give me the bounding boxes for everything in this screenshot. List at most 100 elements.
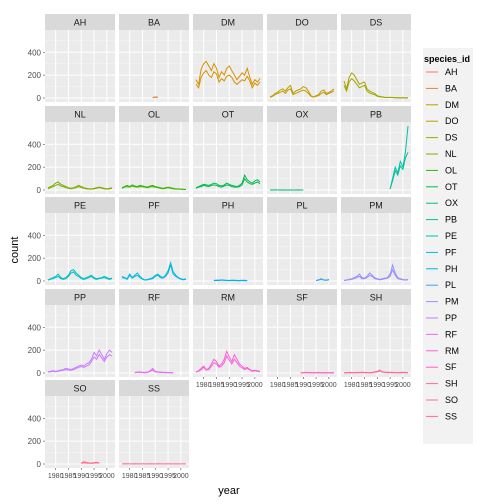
x-tick-label: 1980 xyxy=(344,382,360,389)
x-tick-label: 2000 xyxy=(173,473,189,480)
facet-strip-label: RF xyxy=(148,293,160,303)
series-line-ot-f xyxy=(195,173,261,189)
panel-background xyxy=(193,122,263,194)
facet-panels: AH 0 200 400 BA DM DO DS NL 0 200 400 OL OT OX PB PE 0 200… xyxy=(28,14,411,480)
facet-strip-label: PL xyxy=(296,201,307,211)
legend-item-rf: RF xyxy=(425,327,457,342)
x-tick-label: 1980 xyxy=(122,473,138,480)
y-axis-label: count xyxy=(9,237,21,264)
series-line-pe-m xyxy=(47,271,113,281)
facet-strip-label: PP xyxy=(74,293,86,303)
facet-panel-ah: AH 0 200 400 xyxy=(28,14,115,103)
legend-item-ds: DS xyxy=(425,130,458,145)
legend-label: BA xyxy=(445,83,457,93)
facet-panel-pl: PL xyxy=(267,197,337,285)
legend-item-pe: PE xyxy=(425,229,457,243)
legend-item-ph: PH xyxy=(425,261,458,276)
x-tick-label: 1985 xyxy=(135,473,151,480)
legend-title: species_id xyxy=(424,54,470,64)
facet-strip-label: SF xyxy=(296,293,308,303)
series-line-so-m xyxy=(81,462,100,464)
legend-item-do: DO xyxy=(425,114,459,129)
panel-background xyxy=(45,213,115,285)
facet-panel-do: DO xyxy=(267,14,337,102)
facet-strip xyxy=(119,197,189,213)
panel-background xyxy=(267,213,337,285)
series-line-ph-m xyxy=(213,279,248,282)
facet-strip xyxy=(341,106,411,122)
facet-strip-label: PH xyxy=(222,201,235,211)
legend-item-rm: RM xyxy=(425,343,459,358)
y-tick-label: 400 xyxy=(28,323,42,332)
facet-panel-pe: PE 0 200 400 xyxy=(28,197,115,286)
series-line-nl-m xyxy=(47,183,113,190)
series-line-pm-m xyxy=(343,268,409,282)
legend-label: PH xyxy=(445,264,458,274)
facet-strip-label: OL xyxy=(148,110,160,120)
x-tick-label: 1980 xyxy=(48,473,64,480)
legend-item-pl: PL xyxy=(425,278,456,293)
series-line-dm-f xyxy=(195,60,261,86)
facet-strip-label: SS xyxy=(148,384,160,394)
facet-strip-label: RM xyxy=(221,293,235,303)
series-line-ot-m xyxy=(195,177,261,189)
legend-items: AH BA DM DO DS NL OL OT OX PB PE PF PH PL PM PP RF RM SF SH… xyxy=(425,65,459,424)
facet-strip xyxy=(341,197,411,213)
series-line-rm-f xyxy=(195,349,261,373)
legend-label: OX xyxy=(445,198,458,208)
legend-item-pf: PF xyxy=(425,245,457,260)
facet-strip xyxy=(341,289,411,305)
x-tick-label: 1995 xyxy=(382,382,398,389)
panel-background xyxy=(45,305,115,377)
legend-item-ot: OT xyxy=(425,179,458,194)
facet-panel-pp: PP 0 200 400 xyxy=(28,289,115,378)
legend-item-pm: PM xyxy=(425,294,459,309)
series-line-rm-m xyxy=(195,354,261,373)
panel-background xyxy=(341,122,411,194)
legend-label: NL xyxy=(445,149,457,159)
x-tick-label: 1990 xyxy=(221,382,237,389)
facet-strip-label: DS xyxy=(370,18,383,28)
x-tick-label: 2000 xyxy=(321,382,337,389)
facet-strip-label: OX xyxy=(295,110,308,120)
x-tick-label: 1990 xyxy=(369,382,385,389)
y-tick-label: 0 xyxy=(37,277,42,286)
facet-strip xyxy=(119,14,189,30)
legend-item-nl: NL xyxy=(425,147,457,161)
panel-background xyxy=(119,396,189,468)
panel-background xyxy=(267,305,337,377)
series-line-pm-f xyxy=(343,263,409,281)
legend-item-ba: BA xyxy=(425,81,457,96)
panel-background xyxy=(119,305,189,377)
x-tick-label: 1990 xyxy=(295,382,311,389)
panel-background xyxy=(119,122,189,194)
y-tick-label: 200 xyxy=(28,71,42,80)
legend-label: SS xyxy=(445,411,457,421)
legend-label: RF xyxy=(445,329,457,339)
facet-strip-label: PB xyxy=(370,110,382,120)
legend-item-ox: OX xyxy=(425,196,458,211)
legend: species_id AH BA DM DO DS NL OL OT OX PB PE PF PH PL P… xyxy=(423,48,473,444)
legend-label: OL xyxy=(445,165,457,175)
y-tick-label: 0 xyxy=(37,460,42,469)
facet-strip xyxy=(267,289,337,305)
facet-strip xyxy=(119,289,189,305)
legend-item-ah: AH xyxy=(425,65,458,79)
x-tick-label: 1995 xyxy=(160,473,176,480)
y-tick-label: 400 xyxy=(28,231,42,240)
panel-background xyxy=(341,30,411,102)
facet-strip-label: NL xyxy=(74,110,86,120)
y-tick-label: 0 xyxy=(37,369,42,378)
legend-label: PF xyxy=(445,247,457,257)
facet-strip-label: PE xyxy=(74,201,86,211)
y-tick-label: 200 xyxy=(28,437,42,446)
y-tick-label: 0 xyxy=(37,94,42,103)
facet-strip-label: SO xyxy=(73,384,86,394)
series-line-ol-m xyxy=(121,185,187,190)
x-tick-label: 1985 xyxy=(209,382,225,389)
series-line-ds-m xyxy=(343,77,408,99)
legend-label: SO xyxy=(445,395,458,405)
